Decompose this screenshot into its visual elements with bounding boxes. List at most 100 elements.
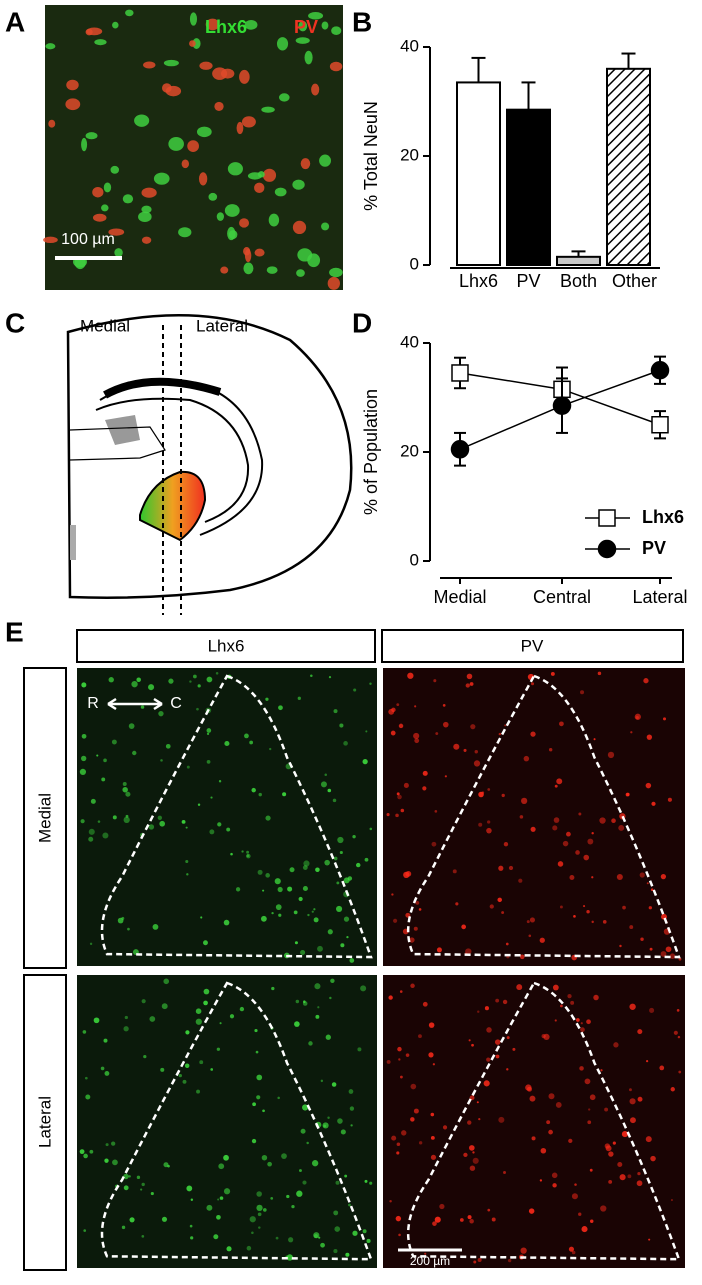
- cell: [249, 740, 254, 745]
- cell: [102, 832, 109, 839]
- panel-letter: A: [5, 6, 25, 37]
- cell: [257, 1212, 262, 1217]
- cell: [626, 792, 630, 797]
- cell: [439, 1203, 445, 1210]
- cell: [400, 808, 405, 813]
- cell: [315, 867, 320, 873]
- cell: [649, 1007, 655, 1013]
- cell: [105, 1143, 109, 1147]
- cell: [583, 905, 586, 908]
- y-tick-label: 0: [410, 550, 419, 569]
- cell: [281, 1153, 287, 1159]
- micrograph: [383, 668, 685, 966]
- cell: [89, 1149, 94, 1154]
- cell: [293, 910, 298, 915]
- cell: [344, 1174, 348, 1178]
- cell: [613, 1042, 619, 1048]
- cell: [469, 1219, 474, 1224]
- cell: [246, 850, 250, 854]
- cell: [260, 915, 267, 922]
- cell: [181, 819, 186, 824]
- cell: [362, 1229, 367, 1234]
- cell: [667, 797, 672, 802]
- marker: [651, 416, 669, 434]
- cell: [352, 1230, 358, 1236]
- cell: [574, 1183, 577, 1186]
- cell: [622, 905, 626, 910]
- cell: [660, 873, 667, 880]
- cell: [167, 1164, 170, 1168]
- cell: [505, 942, 509, 946]
- cell: [246, 853, 251, 859]
- cell: [645, 1136, 652, 1143]
- cell: [335, 905, 343, 913]
- cell: [581, 1226, 588, 1233]
- cell: [529, 917, 536, 923]
- cell: [257, 869, 263, 875]
- cell: [518, 878, 523, 883]
- cell: [276, 37, 289, 51]
- scale-bar-label: 200 µm: [410, 1254, 450, 1268]
- cell: [205, 18, 220, 31]
- y-tick-label: 20: [400, 145, 419, 164]
- cell: [210, 1068, 214, 1071]
- cell: [433, 679, 437, 683]
- cell: [413, 732, 420, 740]
- cell: [403, 782, 409, 788]
- cell: [530, 731, 536, 737]
- row-label: Medial: [35, 793, 54, 843]
- cell: [195, 1008, 202, 1014]
- cell: [463, 748, 467, 752]
- cell: [265, 873, 270, 878]
- cell: [208, 192, 218, 201]
- cell: [520, 1247, 527, 1254]
- cell: [388, 995, 393, 1000]
- cell: [199, 61, 213, 70]
- cell: [128, 1175, 131, 1178]
- cell: [218, 780, 222, 783]
- cell: [418, 908, 422, 911]
- cell: [339, 850, 343, 855]
- axis-arrow: [107, 697, 163, 711]
- cell: [246, 1245, 252, 1251]
- cell: [223, 1154, 229, 1161]
- cell: [296, 269, 305, 277]
- cell: [132, 750, 137, 756]
- cell: [189, 1224, 193, 1228]
- cell: [159, 820, 166, 827]
- panel-letter: C: [5, 307, 25, 338]
- cell: [197, 803, 201, 806]
- cell: [330, 978, 335, 983]
- region-outline: [406, 981, 681, 1261]
- cell: [428, 1052, 434, 1058]
- cell: [498, 732, 502, 736]
- cell: [589, 1168, 593, 1172]
- cell: [430, 1154, 437, 1160]
- cell: [501, 911, 505, 915]
- cell: [187, 140, 199, 152]
- cell: [546, 1120, 551, 1125]
- cell: [369, 827, 373, 831]
- cell: [255, 1050, 259, 1054]
- micrographs: [77, 668, 685, 1268]
- cell: [519, 815, 524, 819]
- cell: [104, 1158, 109, 1163]
- y-axis-label: % Total NeuN: [361, 101, 381, 211]
- row-header: [23, 974, 67, 1271]
- cell: [286, 1254, 293, 1261]
- cell: [241, 850, 244, 853]
- cell: [168, 137, 184, 151]
- cell: [649, 947, 653, 951]
- cell: [508, 865, 514, 871]
- cell: [343, 916, 350, 922]
- cell: [185, 859, 189, 864]
- cell: [148, 684, 155, 691]
- cell: [629, 925, 634, 930]
- cell: [112, 21, 119, 29]
- cell: [467, 1215, 472, 1220]
- cell: [442, 721, 449, 728]
- cell: [178, 1073, 182, 1078]
- cell: [588, 1108, 591, 1111]
- cell: [302, 1180, 307, 1185]
- cell: [203, 988, 210, 995]
